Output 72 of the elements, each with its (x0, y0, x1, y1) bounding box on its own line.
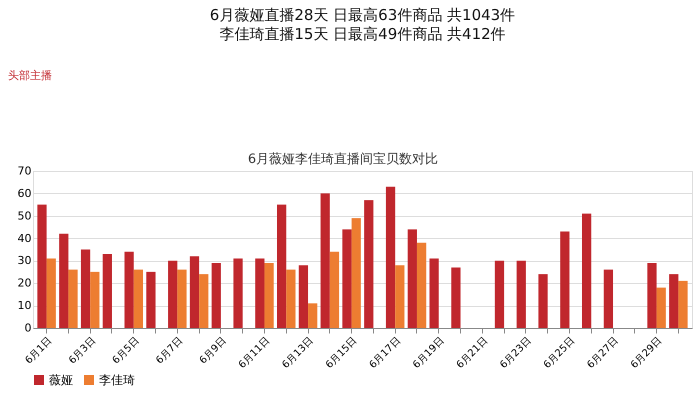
x-tick-label: 6月5日 (110, 336, 142, 366)
bar (286, 270, 296, 328)
bar (386, 186, 396, 328)
chart-subtitle: 李佳琦直播15天 日最高49件商品 共412件 (219, 25, 506, 43)
bar (177, 270, 187, 328)
y-tick-label: 50 (18, 209, 32, 222)
bar (276, 204, 286, 328)
y-tick-label: 30 (18, 254, 32, 268)
bar (669, 274, 678, 328)
bar (134, 270, 144, 328)
bar (451, 267, 461, 328)
bar (429, 258, 439, 328)
bar (212, 262, 221, 328)
bar (46, 258, 56, 328)
bar (647, 262, 657, 328)
bar (68, 270, 78, 328)
bar (298, 265, 308, 328)
bar (102, 254, 112, 328)
bar (538, 274, 548, 328)
chart-title: 6月薇娅直播28天 日最高63件商品 共1043件 (210, 6, 516, 24)
y-tick-label: 70 (18, 164, 32, 178)
y-tick-label: 60 (18, 186, 32, 200)
bar (308, 303, 318, 328)
x-tick-label: 6月13日 (280, 336, 316, 371)
bar (352, 218, 361, 328)
bar (255, 258, 264, 328)
bar (59, 234, 68, 328)
x-tick-label: 6月1日 (23, 336, 54, 366)
bar (264, 262, 274, 328)
bar (330, 252, 340, 328)
bar (656, 288, 666, 328)
x-tick-label: 6月29日 (628, 336, 664, 371)
bar (124, 252, 134, 328)
bar (146, 272, 156, 328)
legend-label: 李佳琦 (99, 373, 135, 387)
x-tick-label: 6月9日 (198, 336, 229, 366)
y-tick-label: 20 (18, 276, 32, 290)
x-tick-label: 6月17日 (368, 336, 403, 371)
x-tick-label: 6月25日 (542, 336, 578, 371)
bar (516, 260, 526, 328)
bar (678, 280, 688, 328)
text: 6月薇娅李佳琦直播间宝贝数对比 (248, 151, 438, 167)
bar (494, 260, 504, 328)
x-tick-label: 6月15日 (324, 336, 360, 371)
bar (416, 242, 426, 328)
bar (560, 232, 570, 328)
bar (90, 272, 100, 328)
bar (395, 265, 404, 328)
legend-label: 薇娅 (49, 373, 73, 387)
bar (320, 193, 330, 328)
bar (604, 270, 614, 328)
x-tick-label: 6月11日 (236, 336, 272, 371)
x-tick-label: 6月23日 (498, 336, 534, 371)
x-tick-label: 6月21日 (454, 336, 490, 371)
x-tick-label: 6月7日 (154, 336, 186, 366)
text: 头部主播 (8, 69, 52, 82)
y-tick-label: 0 (24, 322, 32, 334)
x-tick-label: 6月3日 (67, 336, 98, 366)
bar (233, 258, 243, 328)
bar (364, 200, 374, 328)
bar (582, 214, 592, 328)
bar (80, 250, 90, 328)
bar (408, 229, 417, 328)
x-tick-label: 6月19日 (411, 336, 447, 371)
bar (190, 256, 200, 328)
y-tick-label: 40 (18, 232, 32, 245)
bar (342, 229, 352, 328)
bar (37, 204, 47, 328)
bar (199, 274, 208, 328)
x-tick-label: 6月27日 (585, 336, 621, 371)
y-tick-label: 10 (18, 299, 32, 312)
bar (168, 260, 178, 328)
